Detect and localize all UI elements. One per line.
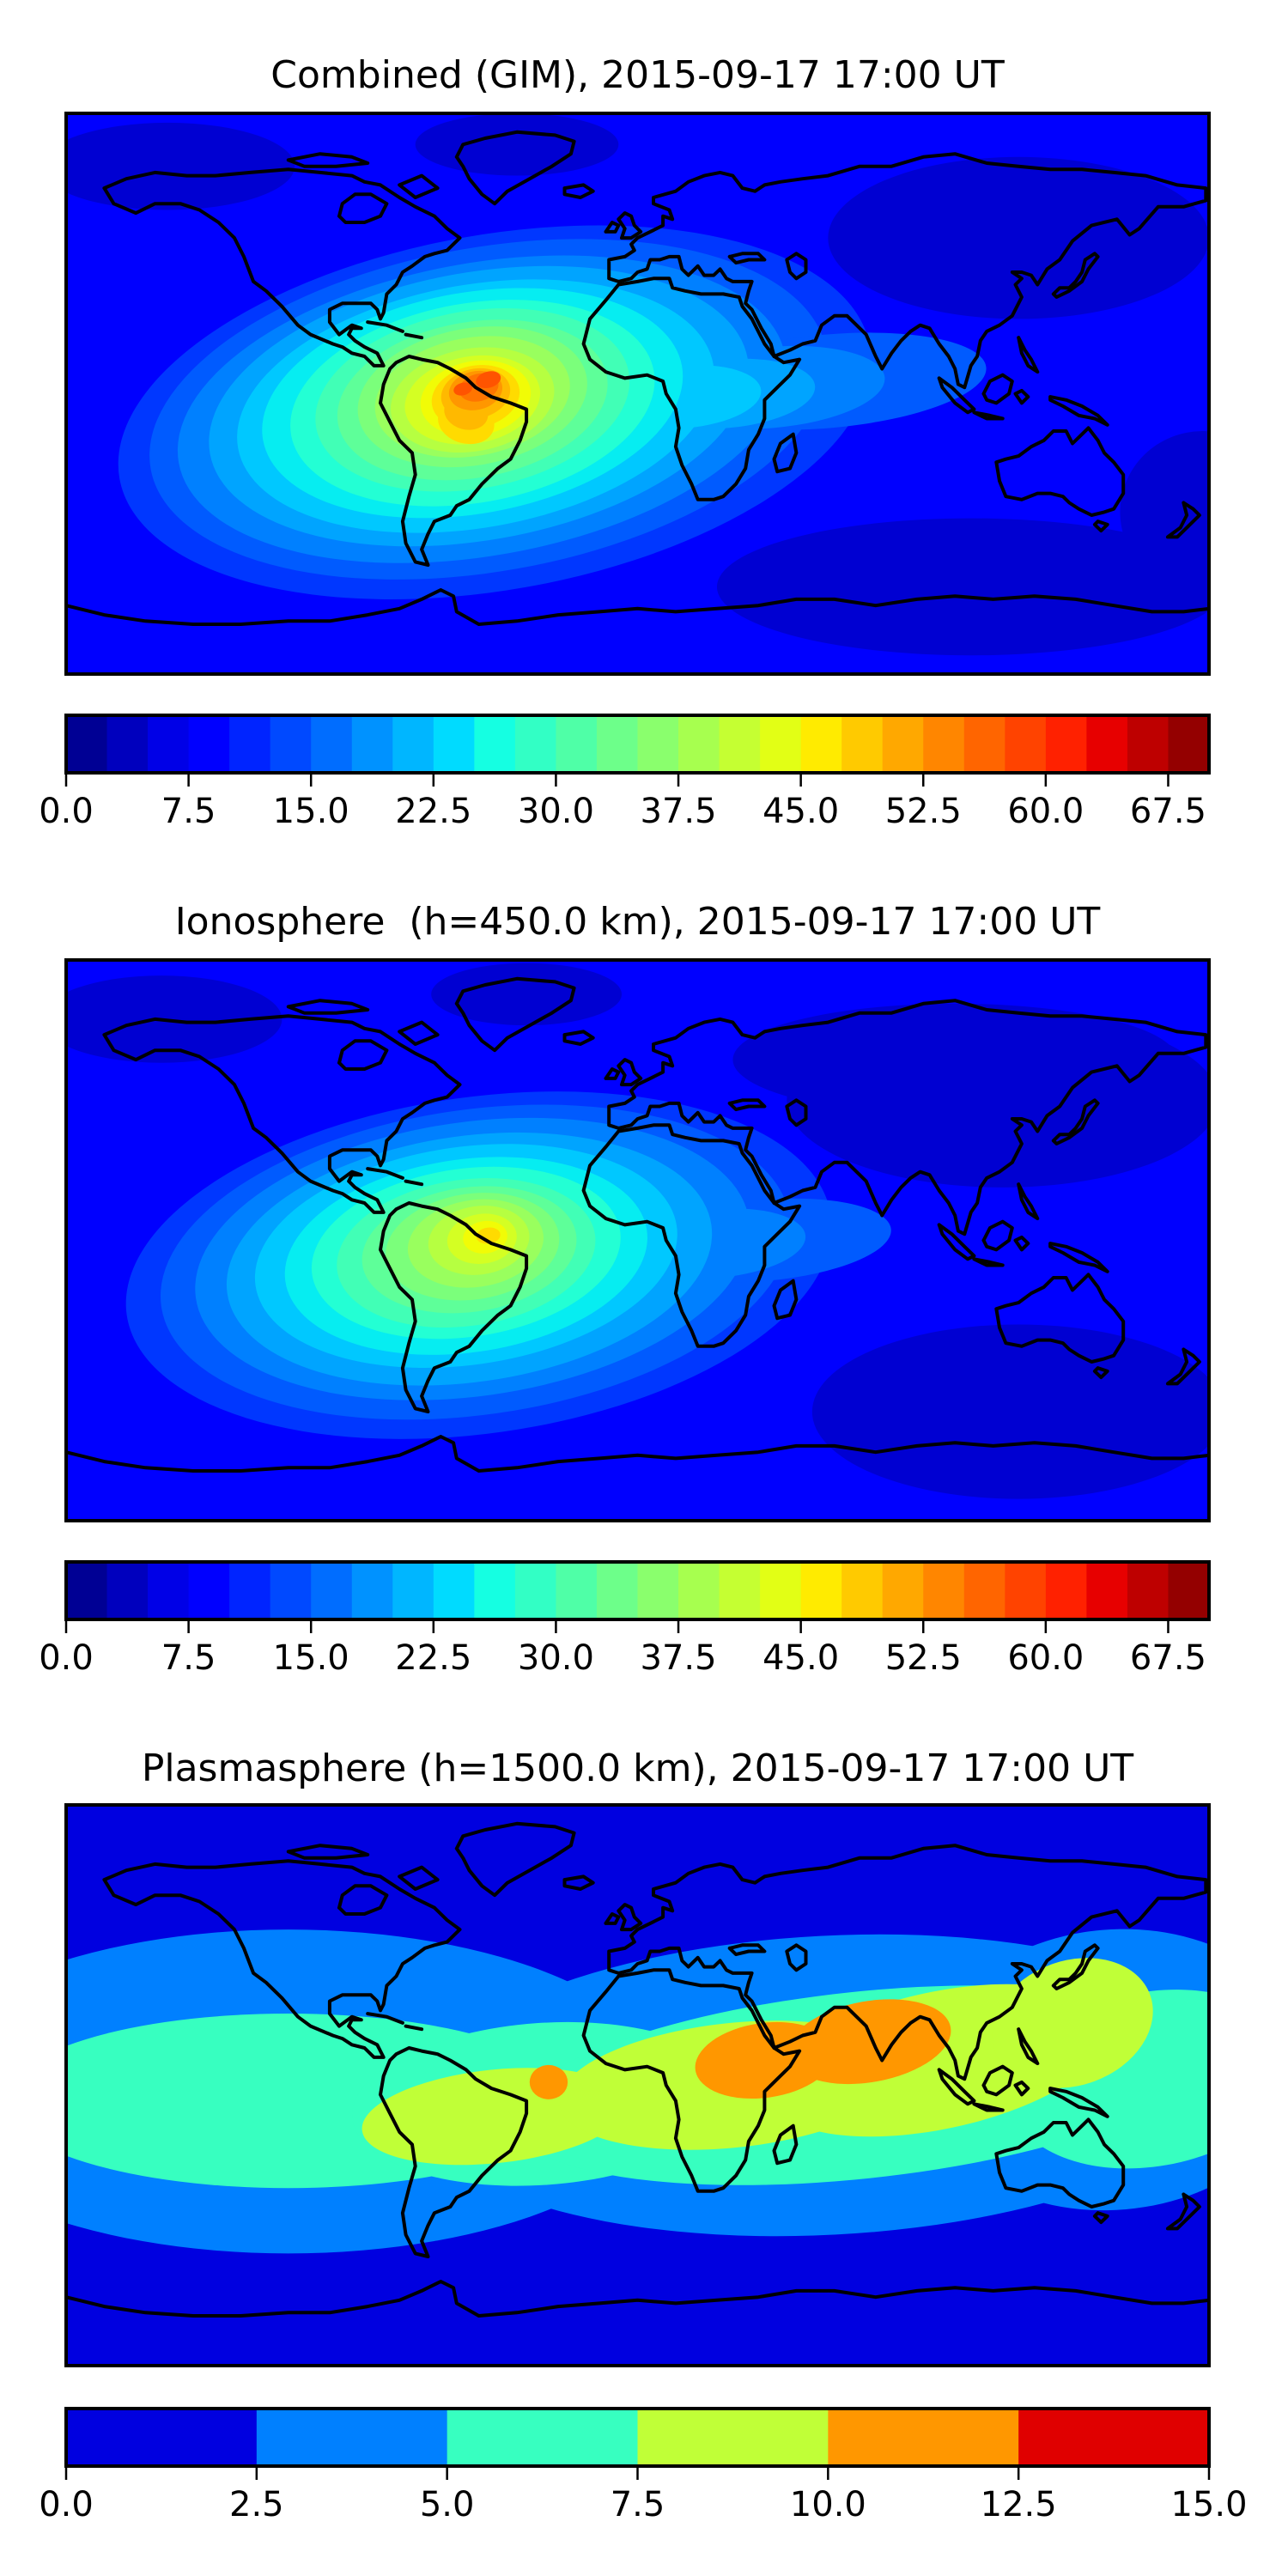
plot-frame <box>64 112 1211 676</box>
colorbar-ticks <box>64 2468 1211 2480</box>
colorbar-segments <box>66 1562 1210 1619</box>
colorbar-frame <box>64 1560 1211 1621</box>
svg-text:45.0: 45.0 <box>762 792 839 831</box>
coastlines <box>66 976 1209 1473</box>
svg-text:12.5: 12.5 <box>981 2485 1057 2524</box>
map-plot-plasmasphere <box>64 1803 1211 2367</box>
svg-text:67.5: 67.5 <box>1130 1638 1206 1678</box>
svg-text:7.5: 7.5 <box>161 792 216 831</box>
map-plot-ionosphere <box>64 958 1211 1522</box>
colorbar-tick-labels: 0.0 7.5 15.0 22.5 30.0 37.5 45.0 52.5 60.0 67.5 <box>39 1638 1206 1678</box>
svg-text:10.0: 10.0 <box>790 2485 866 2524</box>
map-title-ionosphere: Ionosphere (h=450.0 km), 2015-09-17 17:0… <box>174 900 1101 944</box>
svg-text:7.5: 7.5 <box>611 2485 665 2524</box>
colorbar-segments <box>66 2409 1210 2466</box>
colorbar-frame <box>64 714 1211 775</box>
svg-text:30.0: 30.0 <box>518 792 594 831</box>
svg-text:60.0: 60.0 <box>1007 1638 1084 1678</box>
colorbar-ionosphere: 0.0 7.5 15.0 22.5 30.0 37.5 45.0 52.5 60.0 67.5 <box>39 1560 1211 1678</box>
colorbar-ticks <box>64 775 1170 787</box>
svg-text:15.0: 15.0 <box>273 792 349 831</box>
svg-text:30.0: 30.0 <box>518 1638 594 1678</box>
colorbar-combined: 0.0 7.5 15.0 22.5 30.0 37.5 45.0 52.5 60.0 67.5 <box>39 714 1211 831</box>
plot-frame <box>64 958 1211 1522</box>
svg-text:22.5: 22.5 <box>395 1638 471 1678</box>
svg-text:15.0: 15.0 <box>273 1638 349 1678</box>
svg-text:2.5: 2.5 <box>229 2485 284 2524</box>
svg-text:0.0: 0.0 <box>39 792 94 831</box>
svg-text:60.0: 60.0 <box>1007 792 1084 831</box>
map-title-combined: Combined (GIM), 2015-09-17 17:00 UT <box>270 53 1005 97</box>
svg-text:52.5: 52.5 <box>885 1638 962 1678</box>
colorbar-segments <box>66 715 1210 773</box>
svg-text:0.0: 0.0 <box>39 2485 94 2524</box>
contour-fill-layers <box>66 960 1209 1521</box>
plot-frame <box>64 1803 1211 2367</box>
svg-text:37.5: 37.5 <box>641 1638 717 1678</box>
colorbar-tick-labels: 0.0 2.5 5.0 7.5 10.0 12.5 15.0 <box>39 2485 1247 2524</box>
coastlines <box>66 1821 1209 2318</box>
svg-text:5.0: 5.0 <box>420 2485 475 2524</box>
svg-text:67.5: 67.5 <box>1130 792 1206 831</box>
svg-text:37.5: 37.5 <box>641 792 717 831</box>
colorbar-ticks <box>64 1621 1170 1633</box>
colorbar-plasmasphere: 0.0 2.5 5.0 7.5 10.0 12.5 15.0 <box>39 2407 1248 2524</box>
contour-fill-layers <box>66 113 1209 674</box>
svg-text:45.0: 45.0 <box>762 1638 839 1678</box>
svg-text:0.0: 0.0 <box>39 1638 94 1678</box>
colorbar-frame <box>64 2407 1211 2468</box>
svg-text:52.5: 52.5 <box>885 792 962 831</box>
map-title-plasmasphere: Plasmasphere (h=1500.0 km), 2015-09-17 1… <box>141 1747 1134 1790</box>
coastlines <box>66 130 1209 626</box>
svg-text:22.5: 22.5 <box>395 792 471 831</box>
contour-fill-layers <box>66 1805 1209 2366</box>
colorbar-tick-labels: 0.0 7.5 15.0 22.5 30.0 37.5 45.0 52.5 60.0 67.5 <box>39 792 1206 831</box>
svg-text:15.0: 15.0 <box>1170 2485 1247 2524</box>
svg-text:7.5: 7.5 <box>161 1638 216 1678</box>
map-plot-combined <box>64 112 1211 676</box>
